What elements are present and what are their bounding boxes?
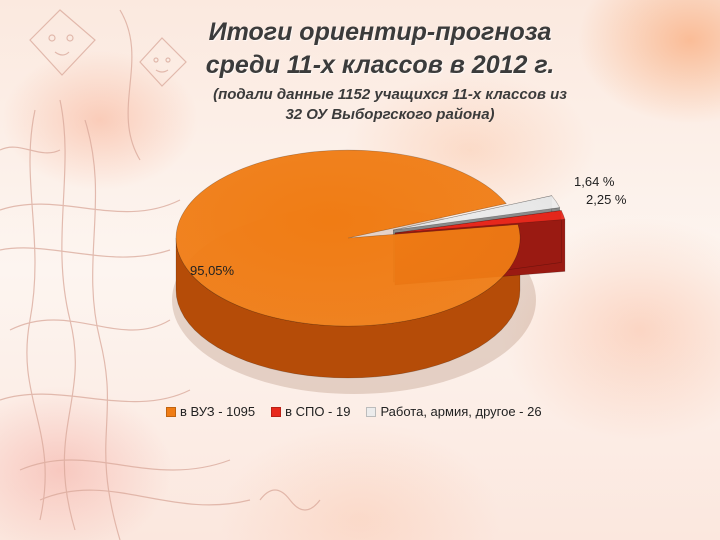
legend-label-vuz: в ВУЗ - 1095: [180, 404, 256, 419]
data-label-spo: 1,64 %: [574, 174, 615, 189]
slide-subtitle: (подали данные 1152 учащихся 11-х классо…: [150, 85, 630, 125]
data-label-vuz: 95,05%: [190, 263, 235, 278]
subtitle-line-2: 32 ОУ Выборгского района): [285, 106, 495, 123]
chart-legend: в ВУЗ - 1095 в СПО - 19 Работа, армия, д…: [166, 404, 542, 419]
slice-other: [393, 195, 561, 231]
legend-item-other: Работа, армия, другое - 26: [366, 404, 542, 419]
legend-item-spo: в СПО - 19: [271, 404, 350, 419]
slide-title: Итоги ориентир-прогноза среди 11-х класс…: [150, 16, 610, 82]
legend-label-other: Работа, армия, другое - 26: [380, 404, 542, 419]
legend-label-spo: в СПО - 19: [285, 404, 351, 419]
slice-spo: [394, 210, 566, 234]
legend-swatch-other: [366, 406, 377, 417]
legend-item-vuz: в ВУЗ - 1095: [166, 404, 255, 419]
title-line-1: Итоги ориентир-прогноза: [208, 18, 552, 46]
slice-vuz: [175, 149, 521, 327]
title-line-2: среди 11-х классов в 2012 г.: [205, 51, 555, 79]
data-label-other: 2,25 %: [586, 192, 627, 207]
legend-swatch-spo: [271, 406, 282, 417]
subtitle-line-1: (подали данные 1152 учащихся 11-х классо…: [213, 86, 567, 103]
legend-swatch-vuz: [166, 406, 176, 417]
